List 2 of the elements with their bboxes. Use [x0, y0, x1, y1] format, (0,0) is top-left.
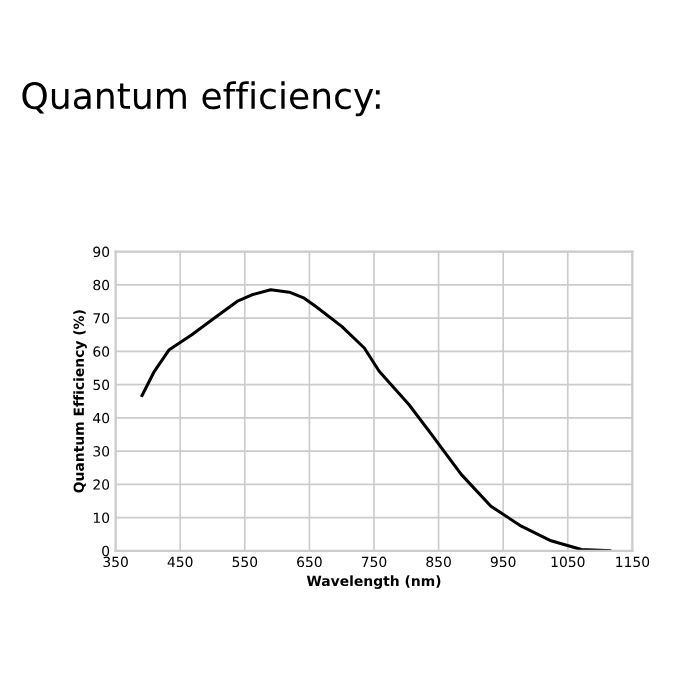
- line-series: [140, 288, 612, 551]
- chart-title: Quantum efficiency:: [22, 81, 380, 117]
